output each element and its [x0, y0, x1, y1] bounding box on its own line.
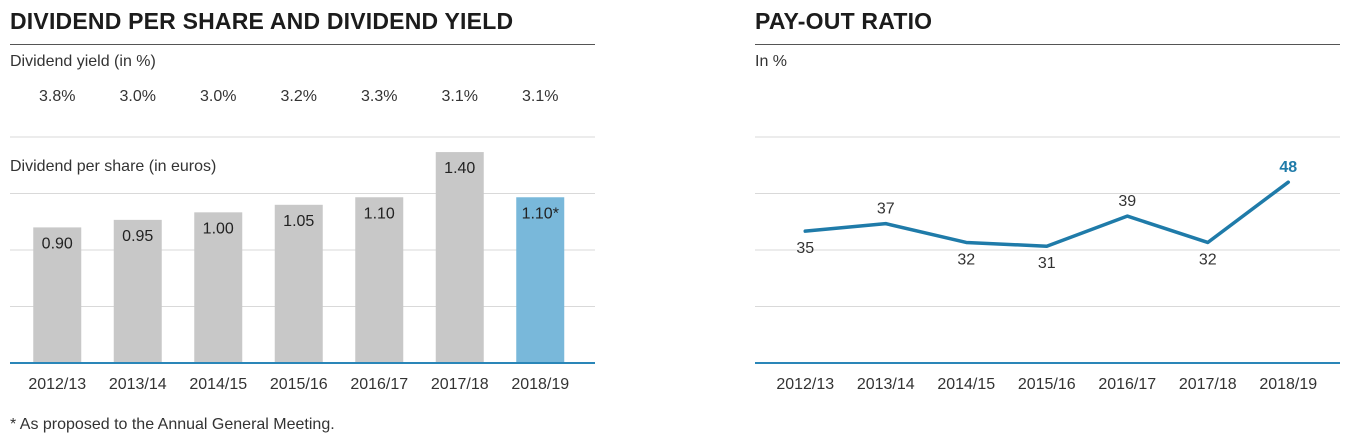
x-tick-label: 2018/19 [511, 376, 569, 393]
dividend-title-rule [10, 44, 595, 45]
line-value-label: 32 [1199, 251, 1217, 268]
bar-value-label: 1.40 [444, 160, 475, 177]
bar-value-label: 0.95 [122, 228, 153, 245]
dividend-chart: 3.8% 3.0% 3.0% 3.2% 3.3% 3.1% 3.1% 0.90 0.95 1.00… [10, 88, 595, 393]
line-value-label: 37 [877, 201, 895, 218]
yield-value: 3.8% [39, 88, 75, 105]
payout-title-rule [755, 44, 1340, 45]
x-tick-label: 2012/13 [28, 376, 86, 393]
x-tick-label: 2012/13 [776, 376, 834, 393]
bar [113, 219, 162, 363]
dividend-yield-label: Dividend yield (in %) [10, 53, 156, 70]
bar-value-label: 1.05 [283, 213, 314, 230]
bar [435, 152, 484, 363]
yield-value: 3.3% [361, 88, 397, 105]
bar [194, 212, 243, 363]
bar-value-label: 1.00 [203, 220, 234, 237]
line-value-label: 31 [1038, 255, 1056, 272]
dividend-panel-title: DIVIDEND PER SHARE AND DIVIDEND YIELD [10, 8, 514, 34]
x-tick-label: 2014/15 [937, 376, 995, 393]
line-value-label: 35 [796, 240, 814, 257]
bar [516, 197, 565, 363]
payout-chart: 35 37 32 31 39 32 48 2012/13 2013/14 2014/15 2015/… [755, 136, 1340, 393]
bar-value-label: 1.10 [364, 205, 395, 222]
x-tick-label: 2016/17 [350, 376, 408, 393]
x-tick-label: 2018/19 [1259, 376, 1317, 393]
bar [274, 204, 323, 363]
dividend-per-share-label: Dividend per share (in euros) [10, 158, 217, 175]
payout-panel-title: PAY-OUT RATIO [755, 8, 933, 34]
x-tick-label: 2013/14 [857, 376, 915, 393]
payout-unit-label: In % [755, 53, 788, 70]
yield-value: 3.2% [281, 88, 317, 105]
line-value-label: 32 [957, 251, 975, 268]
yield-value: 3.1% [522, 88, 558, 105]
x-tick-label: 2015/16 [1018, 376, 1076, 393]
payout-series-line [803, 180, 1290, 248]
x-tick-label: 2013/14 [109, 376, 167, 393]
x-tick-label: 2015/16 [270, 376, 328, 393]
line-value-label: 48 [1279, 159, 1297, 176]
x-tick-label: 2017/18 [1179, 376, 1237, 393]
bar [33, 227, 82, 363]
yield-value: 3.0% [120, 88, 156, 105]
x-tick-label: 2014/15 [189, 376, 247, 393]
bar [355, 197, 404, 363]
x-tick-label: 2016/17 [1098, 376, 1156, 393]
bar-value-label: 0.90 [42, 235, 73, 252]
bar-value-label: 1.10* [522, 205, 559, 222]
footnote: * As proposed to the Annual General Meet… [10, 416, 335, 433]
yield-value: 3.0% [200, 88, 236, 105]
x-tick-label: 2017/18 [431, 376, 489, 393]
yield-value: 3.1% [442, 88, 478, 105]
line-value-label: 39 [1118, 193, 1136, 210]
